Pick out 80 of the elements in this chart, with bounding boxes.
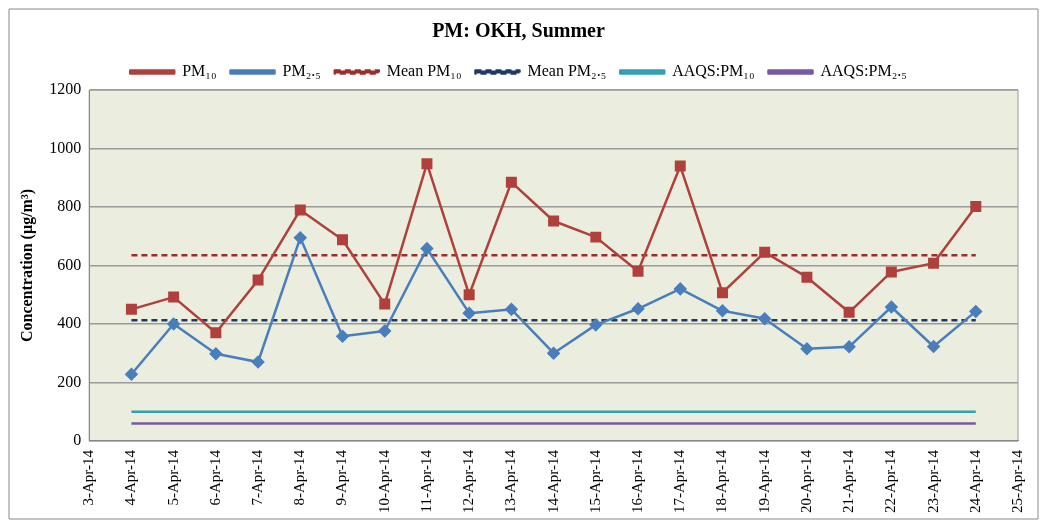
x-tick-label: 24-Apr-14 — [966, 449, 983, 514]
x-tick-label: 4-Apr-14 — [122, 449, 139, 506]
point — [885, 266, 897, 278]
point — [970, 200, 982, 212]
point — [210, 327, 222, 339]
point — [590, 231, 602, 243]
y-axis-title: Concentration (µg/m³) — [17, 188, 36, 343]
x-tick-label: 22-Apr-14 — [882, 449, 899, 514]
x-tick-label: 17-Apr-14 — [671, 449, 688, 514]
x-tick-label: 21-Apr-14 — [840, 449, 857, 514]
point — [674, 160, 686, 172]
point — [379, 298, 391, 310]
point — [337, 234, 348, 246]
legend-label: PM₁₀ — [182, 62, 217, 80]
point — [421, 158, 433, 170]
legend-label: PM₂.₅ — [282, 62, 321, 80]
point — [759, 246, 771, 258]
point — [927, 340, 940, 353]
y-tick-label: 1200 — [49, 80, 82, 98]
x-tick-label: 10-Apr-14 — [375, 449, 392, 514]
point — [252, 274, 264, 286]
point — [462, 306, 476, 320]
point — [632, 265, 644, 277]
x-tick-label: 12-Apr-14 — [460, 449, 477, 514]
x-tick-label: 3-Apr-14 — [80, 449, 97, 506]
point — [548, 215, 560, 227]
point — [928, 257, 940, 269]
point — [589, 318, 603, 332]
chart-title: PM: OKH, Summer — [432, 19, 605, 42]
point — [505, 176, 517, 188]
y-tick-label: 800 — [57, 197, 82, 215]
x-tick-label: 5-Apr-14 — [164, 449, 181, 506]
point — [800, 342, 814, 356]
point — [674, 282, 687, 296]
point — [125, 368, 138, 381]
point — [885, 300, 898, 314]
point — [125, 303, 137, 315]
point — [716, 304, 729, 318]
y-tick-label: 0 — [73, 431, 82, 449]
point — [167, 317, 180, 331]
point — [294, 231, 307, 244]
point — [801, 271, 813, 283]
point — [168, 291, 180, 303]
x-tick-label: 6-Apr-14 — [206, 449, 223, 506]
legend-label: Mean PM₂.₅ — [527, 62, 607, 80]
point — [505, 303, 518, 316]
point — [716, 287, 728, 299]
x-tick-label: 13-Apr-14 — [502, 449, 519, 514]
y-tick-label: 400 — [57, 314, 82, 332]
x-tick-label: 20-Apr-14 — [797, 449, 814, 514]
point — [336, 330, 349, 343]
x-tick-label: 8-Apr-14 — [291, 449, 308, 506]
point — [969, 305, 983, 318]
point — [378, 324, 391, 338]
legend-label: AAQS:PM₁₀ — [672, 62, 755, 80]
x-tick-label: 18-Apr-14 — [713, 449, 730, 514]
y-tick-label: 600 — [57, 255, 82, 273]
point — [758, 312, 771, 325]
x-tick-label: 14-Apr-14 — [544, 449, 561, 514]
point — [547, 346, 560, 360]
point — [251, 355, 265, 369]
x-tick-label: 9-Apr-14 — [333, 449, 350, 506]
point — [294, 204, 306, 216]
x-tick-label: 7-Apr-14 — [249, 449, 266, 506]
x-tick-label: 11-Apr-14 — [417, 449, 434, 513]
point — [463, 289, 475, 301]
point — [842, 340, 856, 354]
x-tick-label: 25-Apr-14 — [1008, 449, 1025, 514]
x-tick-label: 19-Apr-14 — [755, 449, 772, 514]
x-tick-label: 23-Apr-14 — [924, 449, 941, 514]
point — [420, 242, 434, 255]
point — [631, 302, 645, 316]
y-tick-label: 200 — [57, 372, 82, 390]
point — [209, 347, 223, 361]
x-tick-label: 16-Apr-14 — [628, 449, 645, 514]
legend-label: Mean PM₁₀ — [386, 62, 462, 80]
legend-label: AAQS:PM₂.₅ — [820, 62, 907, 80]
point — [843, 306, 855, 318]
y-tick-label: 1000 — [49, 138, 82, 156]
x-tick-label: 15-Apr-14 — [586, 449, 603, 514]
